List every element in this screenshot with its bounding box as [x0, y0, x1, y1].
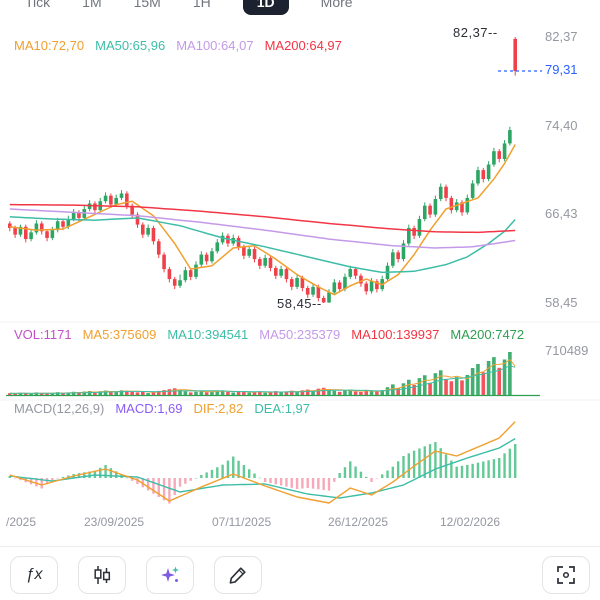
macd-indicator-row[interactable]: MACD(12,26,9) MACD:1,69 DIF:2,82 DEA:1,97: [14, 401, 321, 416]
price-axis-label-middle: 66,43: [545, 206, 578, 221]
pencil-icon: [229, 567, 246, 584]
tab-1m[interactable]: 1M: [82, 0, 102, 10]
indicator-label: MA200:7472: [450, 327, 525, 342]
current-price-axis-label: 79,31: [545, 62, 578, 77]
indicator-label: MA50:235379: [259, 327, 341, 342]
indicator-label: MA100:139937: [351, 327, 440, 342]
fullscreen-button[interactable]: [542, 556, 590, 594]
low-price-annotation: 58,45--: [277, 296, 322, 311]
chart-style-button[interactable]: [78, 556, 126, 594]
indicator-label: MA5:375609: [82, 327, 157, 342]
date-axis-label: 07/11/2025: [212, 515, 272, 529]
timeframe-tab-bar: Tick 1M 15M 1H 1D More: [0, 0, 353, 17]
draw-button[interactable]: [214, 556, 262, 594]
tab-1h[interactable]: 1H: [192, 0, 211, 10]
volume-indicator-row[interactable]: VOL:1171 MA5:375609 MA10:394541 MA50:235379…: [14, 327, 600, 342]
indicator-label: MA10:394541: [167, 327, 249, 342]
indicator-label: VOL:1171: [14, 327, 72, 342]
tab-1d[interactable]: 1D: [242, 0, 289, 15]
candlestick-icon: [94, 566, 111, 584]
indicator-label: MA200:64,97: [264, 38, 342, 53]
price-axis-label-high: 82,37: [545, 29, 578, 44]
date-axis-label: 26/12/2025: [328, 515, 389, 529]
indicator-label: MA50:65,96: [95, 38, 166, 53]
fullscreen-icon: [557, 566, 575, 584]
volume-axis-label: 710489: [545, 343, 589, 358]
indicator-label: DIF:2,82: [193, 401, 244, 416]
candlestick-chart[interactable]: [0, 0, 600, 545]
date-axis-label: /2025: [6, 515, 37, 529]
high-price-annotation: 82,37--: [453, 25, 498, 40]
tab-more[interactable]: More: [320, 0, 353, 10]
indicator-label: MACD:1,69: [115, 401, 183, 416]
indicator-label: DEA:1,97: [254, 401, 311, 416]
tab-15m[interactable]: 15M: [133, 0, 161, 10]
price-axis-label-upper: 74,40: [545, 118, 578, 133]
date-axis-label: 23/09/2025: [84, 515, 145, 529]
date-axis-label: 12/02/2026: [440, 515, 501, 529]
sparkles-icon: [161, 566, 179, 582]
bottom-toolbar: ƒx: [0, 546, 600, 600]
indicator-label: MA100:64,07: [176, 38, 254, 53]
ai-analysis-button[interactable]: [146, 556, 194, 594]
tab-tick[interactable]: Tick: [25, 0, 51, 10]
indicator-formula-button[interactable]: ƒx: [10, 556, 58, 594]
indicator-label: MACD(12,26,9): [14, 401, 105, 416]
price-ma-indicator-row[interactable]: MA10:72,70 MA50:65,96 MA100:64,07 MA200:64,…: [14, 38, 353, 53]
formula-icon: ƒx: [25, 566, 43, 583]
price-axis-label-lower: 58,45: [545, 295, 578, 310]
indicator-label: MA10:72,70: [14, 38, 85, 53]
